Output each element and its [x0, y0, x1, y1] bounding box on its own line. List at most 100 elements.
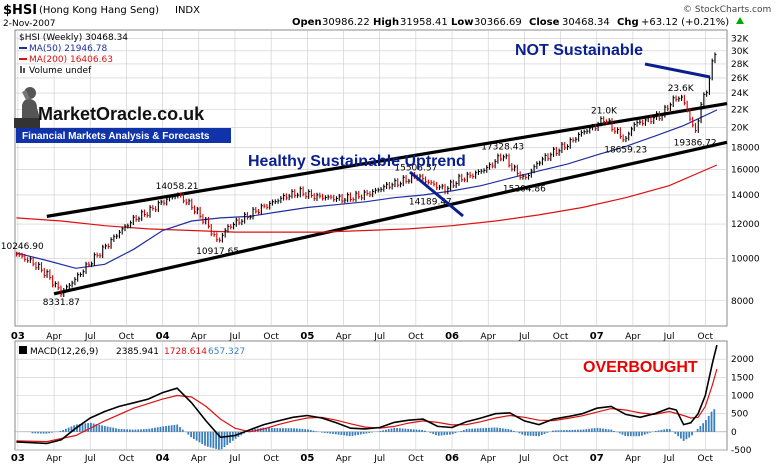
- macd-hist-bar: [451, 431, 454, 435]
- macd-hist-bar: [343, 431, 346, 436]
- macd-hist-bar: [365, 431, 368, 434]
- price-series: [15, 52, 728, 298]
- price-data-label: 15508.57: [394, 164, 437, 174]
- macd-hist-bar: [315, 431, 318, 432]
- price-y-tick-label: 10000: [731, 255, 760, 265]
- macd-x-axis: 03 Apr Jul Oct 04 Apr Jul Oct 05 Apr Jul Oct 06 Apr Ju…: [11, 453, 714, 464]
- price-y-tick-label: 24K: [731, 89, 749, 99]
- macd-hist-bar: [557, 430, 560, 432]
- high-value: 31958.41: [400, 17, 448, 28]
- macd-hist-bar: [435, 431, 437, 436]
- macd-hist-bar: [607, 429, 610, 432]
- macd-hist-bar: [666, 428, 668, 432]
- price-y-tick-label: 16000: [731, 166, 760, 176]
- macd-hist-bar: [535, 431, 538, 437]
- price-data-label: 19386.72: [674, 138, 717, 148]
- macd-hist-bar: [624, 431, 627, 436]
- macd-hist-bar: [265, 427, 268, 432]
- macd-hist-bar: [638, 431, 641, 437]
- macd-x-tick-label: Apr: [625, 454, 641, 464]
- macd-hist-bar: [543, 431, 546, 434]
- macd-hist-bar: [95, 424, 98, 432]
- macd-hist-bar: [117, 428, 120, 432]
- macd-hist-bar: [604, 428, 607, 432]
- price-data-label: 8331.87: [43, 298, 80, 308]
- ohlc-bar: Open 30986.22 High 31958.41 Low 30366.69…: [292, 17, 744, 28]
- price-x-axis: 03 Apr Jul Oct 04 Apr Jul Oct 05 Apr Jul Oct 06 Apr Ju…: [11, 331, 714, 342]
- macd-hist-bar: [546, 431, 549, 433]
- macd-x-tick-label: Apr: [46, 454, 62, 464]
- macd-hist-bar: [84, 423, 87, 432]
- price-x-tick-label: Apr: [191, 332, 207, 342]
- macd-hist-bar: [465, 428, 468, 432]
- macd-hist-bar: [501, 428, 504, 432]
- macd-x-tick-label: Jul: [663, 454, 675, 464]
- logo-title: MarketOracle.co.uk: [38, 104, 205, 124]
- macd-hist-bar: [145, 429, 148, 432]
- macd-hist-bar: [170, 425, 173, 432]
- macd-y-tick-label: -500: [731, 446, 752, 456]
- macd-hist-bar: [618, 431, 621, 434]
- header-symbol: $HSI: [3, 3, 37, 18]
- macd-hist-bar: [201, 431, 204, 445]
- price-x-tick-label: Apr: [46, 332, 62, 342]
- macd-hist-bar: [691, 431, 693, 436]
- macd-hist-bar: [229, 431, 231, 443]
- macd-hist-bar: [290, 428, 293, 432]
- macd-hist-bar: [449, 431, 451, 435]
- macd-hist-bar: [677, 431, 680, 437]
- logo-tagline: Financial Markets Analysis & Forecasts: [22, 131, 210, 142]
- macd-hist-bar: [176, 424, 179, 432]
- price-x-tick-label: 04: [156, 331, 170, 342]
- macd-hist-bar: [195, 431, 198, 441]
- macd-hist-bar: [526, 431, 529, 436]
- price-panel: [14, 29, 728, 327]
- macd-hist-bar: [334, 431, 337, 435]
- price-x-tick-label: Apr: [625, 332, 641, 342]
- macd-hist-bar: [476, 428, 479, 432]
- macd-hist-bar: [92, 423, 95, 432]
- macd-hist-bar: [332, 431, 334, 434]
- macd-hist-bar: [42, 431, 45, 434]
- macd-hist-bar: [81, 423, 84, 432]
- macd-hist-bar: [568, 429, 571, 432]
- macd-hist-bar: [635, 431, 638, 437]
- price-x-tick-label: 07: [590, 331, 604, 342]
- macd-hist-bar: [649, 431, 652, 433]
- macd-hist-bar: [629, 431, 632, 437]
- price-x-tick-label: 05: [300, 331, 314, 342]
- price-y-tick-label: 20K: [731, 124, 749, 134]
- macd-hist-bar: [532, 431, 535, 436]
- macd-hist-bar: [273, 428, 276, 432]
- price-legend: $HSI (Weekly) 30468.34 MA(50) 21946.78 M…: [19, 33, 128, 76]
- macd-hist-bar: [688, 431, 691, 438]
- macd-y-tick-label: 0: [731, 428, 737, 438]
- macd-hist-bar: [78, 424, 81, 432]
- macd-hist-bar: [329, 431, 332, 434]
- macd-hist-bar: [654, 430, 657, 432]
- macd-hist-bar: [627, 431, 629, 437]
- macd-x-tick-label: Oct: [553, 454, 569, 464]
- macd-hist-bar: [713, 409, 716, 432]
- macd-x-tick-label: 04: [156, 453, 170, 464]
- macd-hist-bar: [346, 431, 348, 436]
- thinker-statue-icon: [14, 87, 40, 128]
- macd-hist-bar: [362, 431, 365, 434]
- macd-x-tick-label: Jul: [518, 454, 530, 464]
- price-x-tick-label: Jul: [229, 332, 241, 342]
- macd-hist-bar: [59, 430, 62, 432]
- price-x-tick-label: Oct: [698, 332, 714, 342]
- macd-hist-bar: [660, 429, 663, 432]
- macd-x-tick-label: Apr: [191, 454, 207, 464]
- marketoracle-logo: MarketOracle.co.uk Financial Markets Ana…: [14, 87, 231, 143]
- macd-hist-bar: [468, 428, 471, 432]
- macd-histogram: [31, 409, 716, 450]
- macd-hist-bar: [390, 428, 393, 432]
- macd-hist-bar: [585, 429, 588, 432]
- macd-hist-bar: [479, 428, 482, 432]
- macd-hist-bar: [268, 427, 270, 432]
- macd-hist-bar: [148, 428, 151, 432]
- macd-hist-bar: [51, 431, 53, 433]
- price-x-tick-label: Apr: [336, 332, 352, 342]
- macd-x-tick-label: Jul: [84, 454, 96, 464]
